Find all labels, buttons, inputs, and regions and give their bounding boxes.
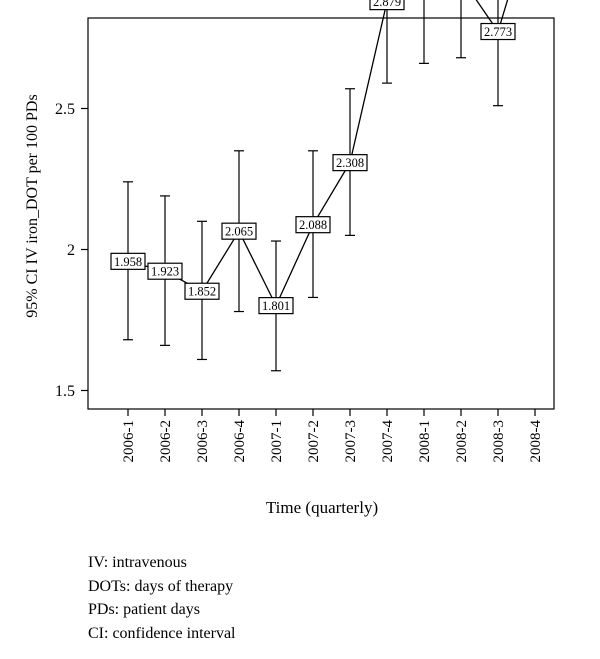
x-tick-label: 2006-3 [195,420,211,463]
x-tick-label: 2008-3 [491,420,507,463]
data-label: 1.923 [151,265,179,279]
footnotes: IV: intravenous DOTs: days of therapy PD… [88,551,236,645]
footnote-pds: PDs: patient days [88,601,200,618]
x-tick-label: 2007-3 [343,420,359,463]
y-tick-label: 2 [67,242,75,259]
data-point: 2.879 [369,0,405,11]
x-tick-label: 2008-1 [417,420,433,463]
data-label: 1.958 [114,255,142,269]
data-label: 2.065 [225,225,253,239]
y-tick-label: 1.5 [55,383,75,400]
data-point: 1.852 [184,282,220,300]
data-label: 2.773 [484,25,512,39]
data-label: 2.879 [373,0,401,9]
plot-frame [87,17,555,410]
footnote-iv: IV: intravenous [88,554,187,571]
error-bar [419,0,429,64]
footnote-dots: DOTs: days of therapy [88,577,234,595]
x-axis-label: Time (quarterly) [266,498,378,517]
series-line [127,0,509,308]
data-point: 1.958 [110,252,146,270]
footnote-ci: CI: confidence interval [88,624,236,642]
data-label: 2.088 [299,218,327,232]
data-point: 2.088 [295,216,331,234]
data-label: 1.852 [188,285,216,299]
data-point: 2.773 [480,22,516,41]
data-point: 2.065 [221,222,257,240]
data-label: 1.801 [262,299,290,313]
error-bar [382,0,392,84]
data-label: 2.308 [336,156,364,170]
x-tick-label: 2008-4 [528,420,544,463]
x-axis: 2006-1 2006-2 2006-3 2006-4 2007-1 2007-2 2007… [121,409,544,463]
ci-line-chart: 1.522.533.54 2006-12006-22006-32006-4200… [24,0,555,517]
error-bar [493,0,503,107]
y-axis-label: 95% CI IV iron_DOT per 100 PDs [24,94,41,317]
error-bar [456,0,466,59]
x-tick-label: 2007-1 [269,420,285,463]
x-tick-label: 2007-2 [306,420,322,463]
x-tick-label: 2006-1 [121,420,137,463]
series-line-group: 1.958 1.923 1.852 2.065 1.801 2.088 2.308 2.879… [110,0,516,372]
data-point: 1.801 [258,297,294,315]
data-point: 1.923 [147,262,183,280]
data-point: 2.308 [332,154,368,172]
y-axis: 1.522.533.54 [55,101,88,400]
x-tick-label: 2006-4 [232,420,248,463]
x-tick-label: 2007-4 [380,420,396,463]
x-tick-label: 2006-2 [158,420,174,463]
y-tick-label: 2.5 [55,101,75,118]
x-tick-label: 2008-2 [454,420,470,463]
